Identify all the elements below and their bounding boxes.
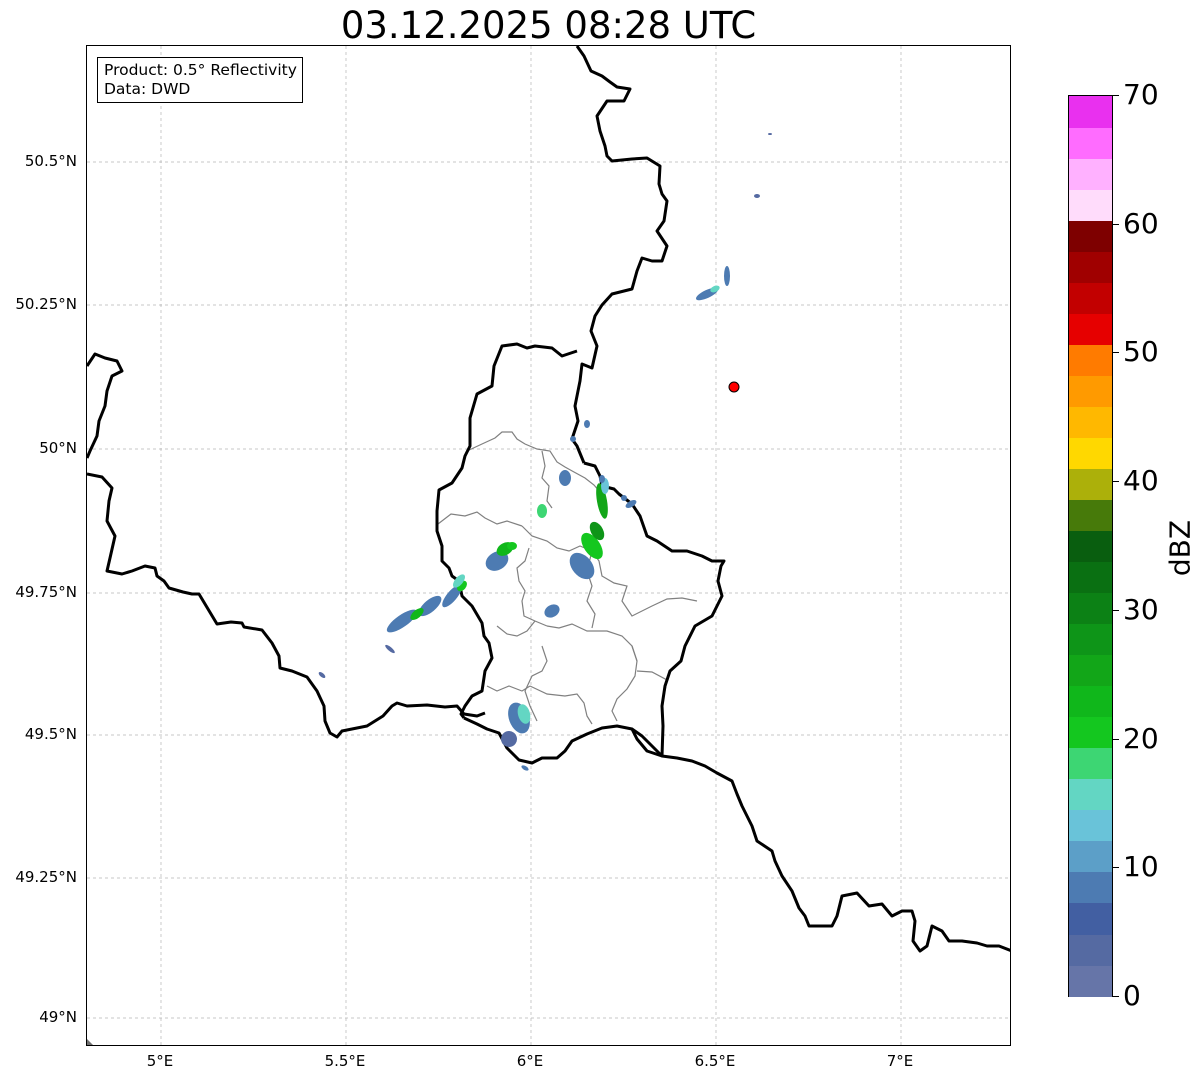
radar-site-marker <box>728 381 740 393</box>
colorbar-tick <box>1113 95 1119 96</box>
map-area[interactable] <box>86 45 1011 1046</box>
lat-label-49-25: 49.25°N <box>15 868 77 886</box>
colorbar-segment <box>1069 96 1112 128</box>
lon-label-5: 5°E <box>146 1052 174 1070</box>
lon-label-6: 6°E <box>516 1052 544 1070</box>
colorbar-tick-label: 20 <box>1123 721 1159 755</box>
radar-echo <box>442 584 462 608</box>
lat-label-49: 49°N <box>39 1008 77 1026</box>
colorbar-segment <box>1069 840 1112 873</box>
colorbar-segment <box>1069 654 1112 687</box>
radar-echo <box>418 595 442 617</box>
radar-echo <box>569 552 595 580</box>
radar-echo <box>501 731 517 747</box>
radar-echo <box>517 704 531 724</box>
colorbar-segment <box>1069 468 1112 501</box>
colorbar-segment <box>1069 158 1112 190</box>
info-box: Product: 0.5° Reflectivity Data: DWD <box>97 57 303 103</box>
colorbar-tick <box>1113 867 1119 869</box>
colorbar-segment <box>1069 189 1112 221</box>
colorbar-segment <box>1069 592 1112 625</box>
radar-echo <box>570 436 576 442</box>
lat-label-50: 50°N <box>39 439 77 457</box>
data-source-label: Data: DWD <box>104 80 191 98</box>
colorbar-segment <box>1069 716 1112 749</box>
map-canvas <box>87 46 1010 1045</box>
radar-echo <box>621 495 627 501</box>
colorbar-segment <box>1069 251 1112 283</box>
colorbar-segment <box>1069 375 1112 407</box>
lat-label-50-5: 50.5°N <box>24 152 77 170</box>
colorbar-tick <box>1113 738 1119 740</box>
radar-echo <box>581 532 603 560</box>
colorbar-tick <box>1113 996 1119 997</box>
colorbar-segment <box>1069 561 1112 594</box>
colorbar-segment <box>1069 437 1112 469</box>
radar-echo <box>485 551 509 571</box>
radar-echo <box>710 285 720 293</box>
colorbar-segment <box>1069 809 1112 842</box>
colorbar-tick-label: 60 <box>1123 206 1159 240</box>
colorbar-tick-label: 40 <box>1123 464 1159 498</box>
radar-echo <box>453 574 465 588</box>
corner-shading <box>87 1039 93 1045</box>
colorbar-segment <box>1069 778 1112 811</box>
map-title: 03.12.2025 08:28 UTC <box>340 4 757 47</box>
colorbar-segment <box>1069 685 1112 718</box>
radar-echo <box>625 500 637 508</box>
colorbar-segment <box>1069 871 1112 904</box>
product-label: Product: 0.5° Reflectivity <box>104 61 297 79</box>
radar-echo <box>768 133 772 135</box>
radar-echo <box>599 475 605 483</box>
radar-echo <box>410 608 424 620</box>
colorbar-segment <box>1069 499 1112 532</box>
colorbar-tick <box>1113 609 1119 611</box>
radar-echo <box>544 604 560 618</box>
colorbar-tick-label: 30 <box>1123 592 1159 626</box>
lon-label-7: 7°E <box>886 1052 914 1070</box>
colorbar-segment <box>1069 623 1112 656</box>
colorbar-segment <box>1069 747 1112 780</box>
lat-label-50-25: 50.25°N <box>15 295 77 313</box>
colorbar-segment <box>1069 964 1112 997</box>
colorbar-tick-label: 70 <box>1123 78 1159 111</box>
radar-echo <box>318 672 326 678</box>
colorbar-title: dBZ <box>1163 519 1197 577</box>
colorbar-segment <box>1069 902 1112 935</box>
colorbar-segment <box>1069 220 1112 252</box>
colorbar-segment <box>1069 313 1112 345</box>
colorbar-tick <box>1113 352 1119 354</box>
colorbar-tick-label: 10 <box>1123 850 1159 884</box>
radar-echo <box>386 609 418 633</box>
radar-echo <box>385 644 395 654</box>
radar-echoes <box>318 133 772 771</box>
colorbar-segment <box>1069 530 1112 563</box>
lon-label-6-5: 6.5°E <box>694 1052 736 1070</box>
colorbar-segment <box>1069 282 1112 314</box>
colorbar-tick-label: 0 <box>1123 979 1141 1012</box>
lat-label-49-75: 49.75°N <box>15 583 77 601</box>
colorbar <box>1068 95 1113 997</box>
colorbar-tick <box>1113 223 1119 225</box>
radar-echo <box>537 504 547 518</box>
radar-echo <box>521 765 529 771</box>
colorbar-segment <box>1069 933 1112 966</box>
radar-echo <box>589 521 605 541</box>
colorbar-segment <box>1069 127 1112 159</box>
colorbar-segment <box>1069 406 1112 438</box>
lon-label-5-5: 5.5°E <box>324 1052 366 1070</box>
radar-echo <box>754 194 760 198</box>
colorbar-segment <box>1069 344 1112 376</box>
lat-label-49-5: 49.5°N <box>24 725 77 743</box>
radar-echo <box>724 266 730 286</box>
colorbar-tick <box>1113 481 1119 483</box>
radar-echo <box>584 420 590 428</box>
country-borders <box>87 46 1010 953</box>
radar-echo <box>507 542 517 550</box>
colorbar-tick-label: 50 <box>1123 335 1159 369</box>
radar-echo <box>559 470 571 486</box>
graticule <box>87 46 1010 1045</box>
